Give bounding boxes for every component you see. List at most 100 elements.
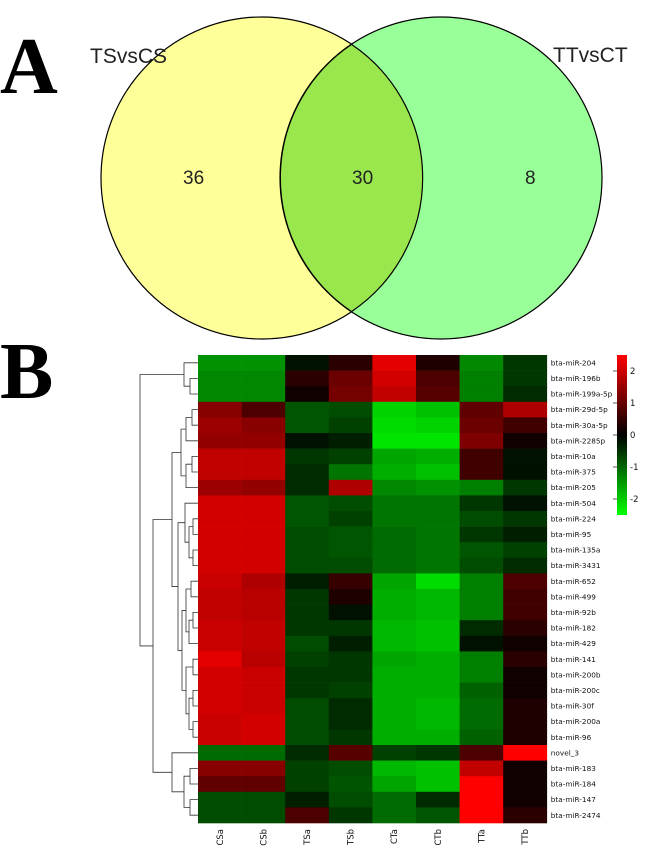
- heatmap-cell: [416, 557, 460, 574]
- heatmap-cell: [285, 464, 330, 481]
- heatmap-cell: [459, 760, 504, 777]
- heatmap-column-label: TTa: [477, 829, 487, 844]
- heatmap-cell: [328, 667, 373, 683]
- heatmap-cell: [328, 355, 373, 371]
- heatmap-cell: [503, 464, 548, 481]
- heatmap-row-labels: bta-miR-204 bta-miR-196b bta-miR-199a-5p bt…: [551, 358, 613, 819]
- heatmap-cell: [285, 776, 330, 793]
- heatmap-cell: [241, 448, 286, 465]
- heatmap-cell: [198, 760, 242, 777]
- heatmap-row-label: bta-miR-429: [551, 639, 596, 648]
- heatmap-cell: [241, 433, 286, 449]
- dendrogram-branch: [189, 799, 198, 816]
- heatmap-cell: [416, 355, 460, 371]
- heatmap-cell: [416, 542, 460, 559]
- heatmap-cell: [241, 526, 286, 543]
- heatmap-cell: [372, 713, 417, 730]
- heatmap-cell: [241, 667, 286, 683]
- heatmap-cell: [459, 776, 504, 793]
- heatmap-cell: [503, 698, 548, 715]
- heatmap-cell: [241, 729, 286, 746]
- heatmap-row-label: novel_3: [551, 748, 580, 757]
- heatmap-cell: [372, 604, 417, 621]
- heatmap-cell: [198, 729, 242, 746]
- heatmap-cell: [459, 542, 504, 559]
- heatmap-cell: [198, 433, 242, 449]
- heatmap-cell: [416, 604, 460, 621]
- heatmap-cell: [198, 667, 242, 683]
- heatmap-cell: [285, 386, 330, 403]
- heatmap-cell: [241, 745, 286, 761]
- heatmap-cell: [372, 776, 417, 793]
- heatmap-cell: [503, 542, 548, 559]
- heatmap-cell: [503, 589, 548, 605]
- heatmap-cell: [503, 386, 548, 403]
- heatmap-cell: [416, 417, 460, 434]
- heatmap-cell: [459, 355, 504, 371]
- heatmap-cell: [503, 807, 548, 824]
- heatmap-cell: [241, 355, 286, 371]
- panel-b-letter: B: [0, 328, 53, 416]
- heatmap-cell: [241, 511, 286, 527]
- heatmap-cell: [198, 573, 242, 590]
- heatmap-cell: [198, 604, 242, 621]
- heatmap-cell: [372, 464, 417, 481]
- heatmap-cell: [328, 745, 373, 761]
- heatmap-cell: [198, 807, 242, 824]
- heatmap-cell: [285, 589, 330, 605]
- heatmap-cell: [241, 698, 286, 715]
- heatmap-cell: [241, 542, 286, 559]
- heatmap-cell: [503, 760, 548, 777]
- color-scale-tick-label: 1: [630, 399, 635, 409]
- dendrogram-branch: [185, 588, 191, 633]
- heatmap-cell: [241, 651, 286, 668]
- heatmap-cell: [459, 589, 504, 605]
- heatmap-cell: [241, 386, 286, 403]
- dendrogram-branch: [180, 428, 186, 477]
- heatmap-cell: [416, 807, 460, 824]
- heatmap-cell: [241, 620, 286, 637]
- heatmap-cell: [416, 729, 460, 746]
- heatmap-cell: [459, 495, 504, 512]
- dendrogram-branch: [183, 362, 198, 387]
- dendrogram-branch: [139, 374, 184, 647]
- heatmap-row-label: bta-miR-147: [551, 795, 596, 804]
- dendrogram-branch: [171, 452, 181, 587]
- heatmap-cell: [372, 745, 417, 761]
- dendrogram-branch: [191, 409, 198, 426]
- heatmap-cell: [416, 526, 460, 543]
- heatmap-cell: [503, 620, 548, 637]
- heatmap-cell: [241, 776, 286, 793]
- dendrogram-branch: [183, 775, 190, 808]
- heatmap-row-label: bta-miR-3431: [551, 561, 601, 570]
- heatmap-row-label: bta-miR-183: [551, 764, 596, 773]
- heatmap-cell: [285, 557, 330, 574]
- heatmap-cell: [241, 807, 286, 824]
- heatmap-cell: [241, 791, 286, 808]
- heatmap-cell: [459, 682, 504, 699]
- heatmap-cells: [198, 355, 548, 824]
- heatmap-cell: [328, 682, 373, 699]
- heatmap-cell: [328, 589, 373, 605]
- venn-set-label-right: TTvsCT: [553, 44, 628, 67]
- heatmap-row-label: bta-miR-200c: [551, 686, 600, 695]
- heatmap-cell: [285, 713, 330, 730]
- heatmap-cell: [241, 417, 286, 434]
- venn-count-left-only: 36: [183, 168, 204, 189]
- heatmap-cell: [285, 620, 330, 637]
- heatmap-cell: [198, 401, 242, 418]
- heatmap-cell: [416, 698, 460, 715]
- venn-count-right-only: 8: [525, 168, 536, 189]
- heatmap-cell: [459, 401, 504, 418]
- heatmap-cell: [328, 464, 373, 481]
- heatmap-cell: [503, 791, 548, 808]
- heatmap-cell: [459, 573, 504, 590]
- heatmap-cell: [328, 448, 373, 465]
- heatmap-cell: [241, 713, 286, 730]
- heatmap-row-label: bta-miR-196b: [551, 374, 601, 383]
- heatmap-cell: [372, 620, 417, 637]
- heatmap-cell: [372, 807, 417, 824]
- heatmap-cell: [328, 542, 373, 559]
- heatmap-cell: [459, 791, 504, 808]
- heatmap-cell: [285, 791, 330, 808]
